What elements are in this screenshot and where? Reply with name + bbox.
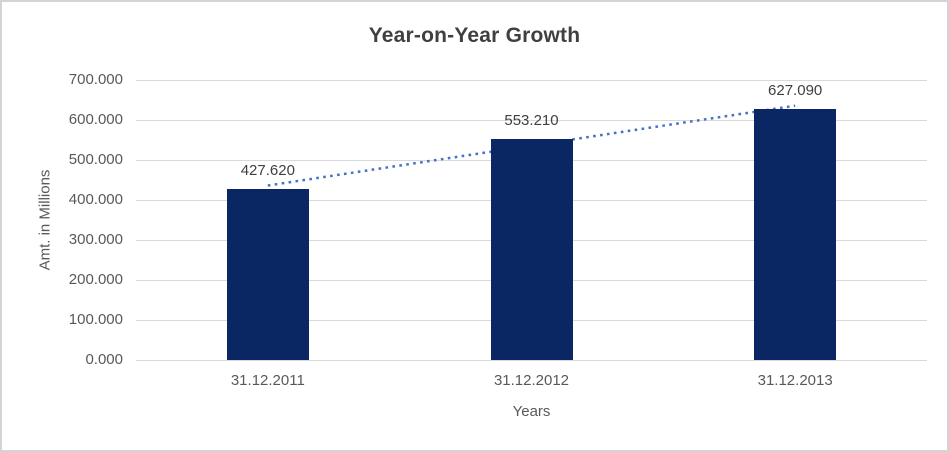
y-tick-label: 0.000 <box>85 351 123 368</box>
y-tick-label: 300.000 <box>68 231 123 248</box>
x-tick-label: 31.12.2012 <box>493 372 570 389</box>
bar-value-label: 627.090 <box>768 82 823 100</box>
bar-31.12.2012 <box>490 138 573 360</box>
bar-31.12.2013 <box>754 109 837 360</box>
gridline <box>136 120 927 121</box>
gridline <box>136 360 927 361</box>
y-tick-label: 700.000 <box>68 71 123 88</box>
y-tick-label: 500.000 <box>68 151 123 168</box>
plot-area: 427.620 553.210 627.090 <box>136 80 927 361</box>
x-axis-title: Years <box>512 403 551 420</box>
bar-value-label: 553.210 <box>504 111 559 129</box>
bar-31.12.2011 <box>226 188 309 360</box>
y-tick-label: 400.000 <box>68 191 123 208</box>
y-tick-label: 100.000 <box>68 311 123 328</box>
chart-title: Year-on-Year Growth <box>368 24 581 47</box>
y-axis-title: Amt. in Millions <box>36 169 54 271</box>
bar-value-label: 427.620 <box>240 161 295 179</box>
y-tick-label: 600.000 <box>68 111 123 128</box>
gridline <box>136 80 927 81</box>
x-tick-label: 31.12.2011 <box>230 372 305 389</box>
x-tick-label: 31.12.2013 <box>757 372 833 389</box>
y-tick-label: 200.000 <box>68 271 123 288</box>
